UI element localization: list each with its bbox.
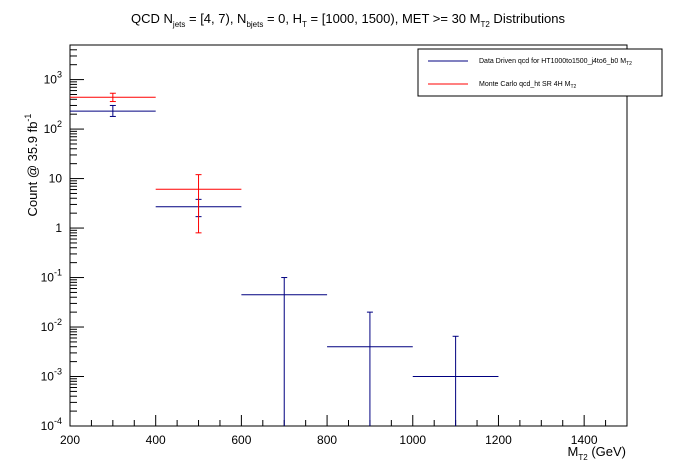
x-tick-label: 1400 <box>571 433 598 447</box>
legend-label-monte-carlo: Monte Carlo qcd_ht SR 4H MT2 <box>479 81 576 90</box>
x-tick-label: 600 <box>231 433 251 447</box>
y-tick-label: 10-4 <box>41 416 62 433</box>
data-point <box>70 92 156 103</box>
data-point <box>70 104 156 117</box>
data-marks <box>70 92 499 426</box>
x-tick-label: 400 <box>146 433 166 447</box>
y-tick-label: 103 <box>44 70 62 87</box>
y-tick-labels: 10-4 10-3 10-2 10-1 1 10 102 103 <box>41 70 63 433</box>
y-tick-label: 102 <box>44 119 62 136</box>
y-tick-label: 10 <box>49 172 63 186</box>
y-tick-label: 10-1 <box>41 268 62 285</box>
x-tick-label: 200 <box>60 433 80 447</box>
data-point <box>241 277 328 426</box>
plot-frame <box>69 44 628 427</box>
legend-box <box>417 48 663 97</box>
y-tick-label: 10-3 <box>41 367 62 384</box>
y-axis-label: Count @ 35.9 fb-1 <box>23 114 40 217</box>
data-point <box>412 335 499 426</box>
data-point <box>155 174 242 234</box>
chart-title: QCD Njets = [4, 7), Nbjets = 0, HT = [10… <box>131 11 565 29</box>
x-tick-label: 1000 <box>399 433 426 447</box>
x-tick-label: 1200 <box>485 433 512 447</box>
y-tick-label: 10-2 <box>41 317 62 334</box>
x-axis-label: MT2 (GeV) <box>568 444 626 462</box>
data-point <box>327 311 413 426</box>
axis-ticks <box>69 44 628 427</box>
x-tick-label: 800 <box>317 433 337 447</box>
y-tick-label: 1 <box>55 221 62 235</box>
legend-label-data-driven: Data Driven qcd for HT1000to1500_j4to6_b… <box>479 58 632 67</box>
legend: Data Driven qcd for HT1000to1500_j4to6_b… <box>417 48 663 97</box>
x-tick-labels: 200 400 600 800 1000 1200 1400 <box>60 433 598 447</box>
